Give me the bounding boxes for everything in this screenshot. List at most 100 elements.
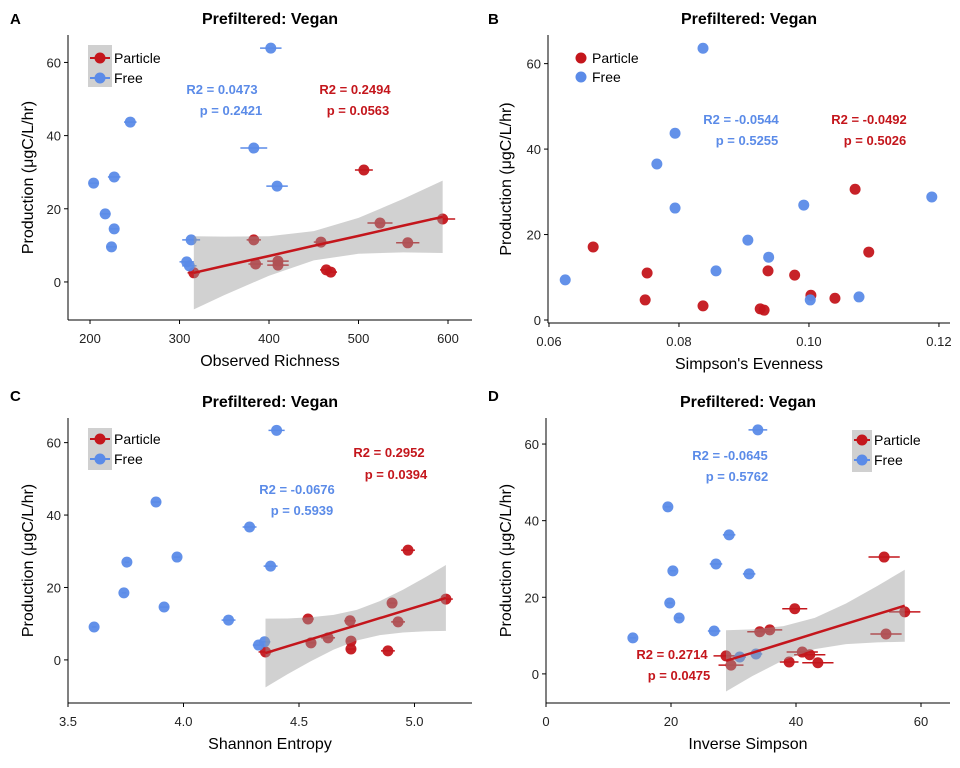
annotation-p: p = 0.0475 xyxy=(648,668,711,683)
legend-key-free xyxy=(575,71,587,83)
legend-key-particle xyxy=(575,52,587,64)
y-tick-label: 40 xyxy=(47,508,61,523)
point-particle xyxy=(758,304,770,316)
point-particle xyxy=(302,613,314,625)
y-tick-label: 20 xyxy=(47,202,61,217)
legend-label: Free xyxy=(114,451,143,467)
point-free xyxy=(158,601,170,613)
series-particle xyxy=(713,551,921,671)
point-free xyxy=(710,558,722,570)
annotation-r2: R2 = -0.0676 xyxy=(259,482,335,497)
x-axis-title: Shannon Entropy xyxy=(208,736,332,753)
annotation-r2: R2 = 0.2952 xyxy=(353,445,424,460)
point-free xyxy=(99,208,111,220)
x-tick-label: 0.08 xyxy=(666,334,691,349)
y-tick-label: 20 xyxy=(47,580,61,595)
annotation-r2: R2 = 0.0473 xyxy=(186,82,257,97)
point-free xyxy=(710,265,722,277)
y-tick-label: 20 xyxy=(527,228,541,243)
point-particle xyxy=(899,606,911,618)
x-tick-label: 400 xyxy=(258,331,280,346)
legend: Particle Free xyxy=(88,428,161,470)
plot-title: Prefiltered: Vegan xyxy=(680,394,816,411)
annotation-r2: R2 = -0.0492 xyxy=(831,112,907,127)
panel-a: A Prefiltered: Vegan 200 300 400 500 600 0 20 40 6… xyxy=(10,11,472,370)
point-free xyxy=(853,291,865,303)
point-free xyxy=(697,42,709,54)
legend-key-particle xyxy=(94,433,106,445)
legend-key-free xyxy=(94,72,106,84)
y-tick-label: 60 xyxy=(527,57,541,72)
point-free xyxy=(88,621,100,633)
x-tick-label: 60 xyxy=(914,714,928,729)
point-free xyxy=(265,560,277,572)
annotation-r2: R2 = 0.2714 xyxy=(636,647,708,662)
fit-line xyxy=(265,596,447,655)
point-particle xyxy=(725,659,737,671)
point-free xyxy=(669,127,681,139)
x-axis-title: Simpson's Evenness xyxy=(675,356,823,373)
legend-key-free xyxy=(856,454,868,466)
point-free xyxy=(664,597,676,609)
legend: Particle Free xyxy=(88,45,161,87)
point-particle xyxy=(697,300,709,312)
y-axis-title: Production (μgC/L/hr) xyxy=(20,101,37,254)
point-free xyxy=(673,612,685,624)
point-free xyxy=(651,158,663,170)
annotation-p: p = 0.5026 xyxy=(844,133,907,148)
point-free xyxy=(926,191,938,203)
point-free xyxy=(223,614,235,626)
y-tick-label: 0 xyxy=(54,653,61,668)
x-axis-title: Observed Richness xyxy=(200,353,340,370)
point-particle xyxy=(720,650,732,662)
y-tick-label: 60 xyxy=(47,436,61,451)
annotation-p: p = 0.0394 xyxy=(365,467,428,482)
x-tick-label: 300 xyxy=(169,331,191,346)
point-free xyxy=(185,234,197,246)
point-free xyxy=(88,177,100,189)
legend-label: Free xyxy=(592,69,621,85)
point-free xyxy=(662,501,674,513)
point-particle xyxy=(829,292,841,304)
point-free xyxy=(271,180,283,192)
y-axis-title: Production (μgC/L/hr) xyxy=(498,484,515,637)
point-particle xyxy=(272,259,284,271)
series-free xyxy=(559,42,938,306)
point-free xyxy=(763,251,775,263)
point-free xyxy=(742,234,754,246)
point-free xyxy=(108,223,120,235)
annotation-p: p = 0.5939 xyxy=(271,503,334,518)
fit-line xyxy=(193,215,443,275)
point-free xyxy=(121,556,133,568)
x-tick-label: 0.12 xyxy=(926,334,951,349)
point-free xyxy=(708,625,720,637)
point-free xyxy=(108,171,120,183)
point-free xyxy=(183,260,195,272)
point-particle xyxy=(754,626,766,638)
legend-key-particle xyxy=(856,434,868,446)
x-tick-label: 4.5 xyxy=(290,714,308,729)
point-free xyxy=(259,636,271,648)
point-particle xyxy=(764,624,776,636)
confidence-band xyxy=(726,569,905,692)
annotation-p: p = 0.2421 xyxy=(200,103,263,118)
point-particle xyxy=(812,657,824,669)
point-particle xyxy=(392,616,404,628)
y-axis-title: Production (μgC/L/hr) xyxy=(498,102,515,255)
x-tick-label: 40 xyxy=(789,714,803,729)
panel-letter: B xyxy=(488,11,499,28)
point-free xyxy=(669,202,681,214)
plot-title: Prefiltered: Vegan xyxy=(202,394,338,411)
x-tick-label: 0.10 xyxy=(796,334,821,349)
point-free xyxy=(559,274,571,286)
annotation-r2: R2 = -0.0544 xyxy=(703,112,779,127)
point-particle xyxy=(386,597,398,609)
point-free xyxy=(105,241,117,253)
series-particle xyxy=(587,183,875,316)
series-particle xyxy=(258,544,453,658)
point-particle xyxy=(345,643,357,655)
y-tick-label: 0 xyxy=(532,667,539,682)
x-axis-title: Inverse Simpson xyxy=(688,736,807,753)
x-tick-label: 0 xyxy=(542,714,549,729)
